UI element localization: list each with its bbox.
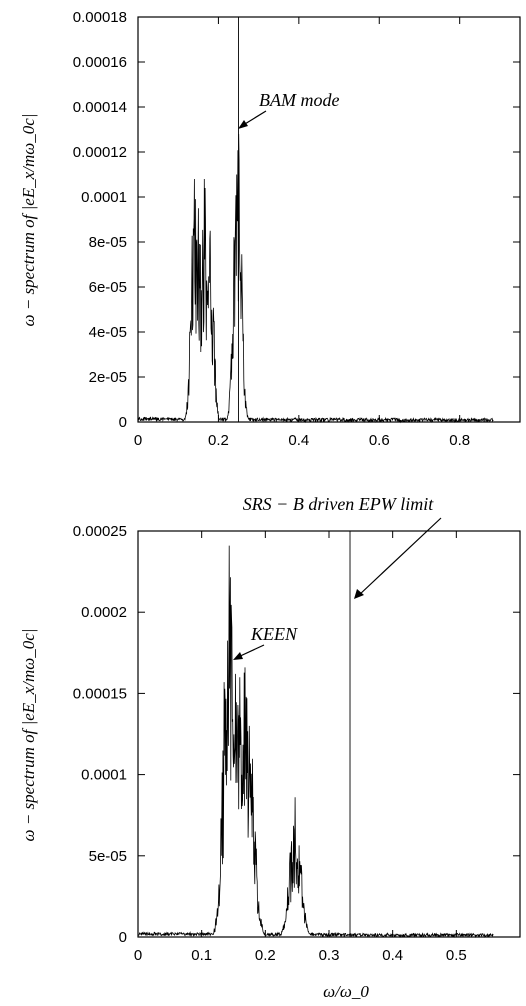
- bottom-plot-frame: [137, 530, 521, 938]
- bot-y-tick-label: 5e-05: [89, 848, 127, 865]
- top-x-tick-label: 0.6: [369, 432, 390, 449]
- bottom-y-ticks: 0 5e-05 0.0001 0.00015 0.0002 0.00025: [73, 523, 520, 946]
- keen-annotation: KEEN: [250, 624, 298, 644]
- bottom-x-axis-label: ω/ω_0: [323, 982, 369, 1001]
- top-y-tick-label: 0.00016: [73, 54, 127, 71]
- srs-limit-arrow: [357, 517, 442, 597]
- keen-arrowhead: [233, 652, 243, 660]
- bot-x-tick-label: 0.1: [191, 947, 212, 964]
- bot-x-tick-label: 0.3: [319, 947, 340, 964]
- top-y-tick-label: 0.00018: [73, 9, 127, 26]
- top-y-tick-label: 0.00012: [73, 144, 127, 161]
- bottom-panel: 0 5e-05 0.0001 0.00015 0.0002 0.00025 0 0.1 0.2…: [19, 494, 521, 1001]
- bot-y-tick-label: 0.0002: [81, 604, 127, 621]
- bot-y-tick-label: 0: [119, 929, 127, 946]
- bot-x-tick-label: 0: [134, 947, 142, 964]
- top-y-tick-label: 0.00014: [73, 99, 127, 116]
- top-y-tick-label: 2e-05: [89, 369, 127, 386]
- top-y-tick-label: 6e-05: [89, 279, 127, 296]
- top-spectrum-line: [137, 133, 494, 424]
- top-y-tick-label: 0.0001: [81, 189, 127, 206]
- top-y-tick-label: 8e-05: [89, 234, 127, 251]
- srs-limit-arrowhead: [354, 589, 364, 599]
- bam-mode-arrowhead: [238, 120, 248, 129]
- bottom-spectrum-line: [137, 545, 494, 939]
- bot-y-tick-label: 0.00015: [73, 685, 127, 702]
- top-x-tick-label: 0.8: [449, 432, 470, 449]
- bam-mode-annotation: BAM mode: [259, 90, 339, 110]
- bot-x-tick-label: 0.2: [255, 947, 276, 964]
- bot-y-tick-label: 0.00025: [73, 523, 127, 540]
- top-x-tick-label: 0.2: [208, 432, 229, 449]
- top-y-tick-label: 4e-05: [89, 324, 127, 341]
- top-y-tick-label: 0: [119, 414, 127, 431]
- bottom-y-axis-label: ω − spectrum of |eE_x/mω_0c|: [19, 629, 38, 842]
- top-x-ticks: 0 0.2 0.4 0.6 0.8: [134, 17, 470, 449]
- top-y-ticks: 0 2e-05 4e-05 6e-05 8e-05 0.0001 0.00012 0.0001…: [73, 9, 520, 431]
- bot-y-tick-label: 0.0001: [81, 767, 127, 784]
- top-y-axis-label: ω − spectrum of |eE_x/mω_0c|: [19, 114, 38, 327]
- top-plot-frame: [137, 16, 521, 423]
- bottom-x-ticks: 0 0.1 0.2 0.3 0.4 0.5: [134, 531, 467, 964]
- top-x-tick-label: 0: [134, 432, 142, 449]
- top-panel: 0 2e-05 4e-05 6e-05 8e-05 0.0001 0.00012 0.0001…: [19, 9, 521, 449]
- top-x-tick-label: 0.4: [288, 432, 309, 449]
- bot-x-tick-label: 0.4: [382, 947, 403, 964]
- srs-limit-annotation: SRS − B driven EPW limit: [243, 494, 435, 514]
- bot-x-tick-label: 0.5: [446, 947, 467, 964]
